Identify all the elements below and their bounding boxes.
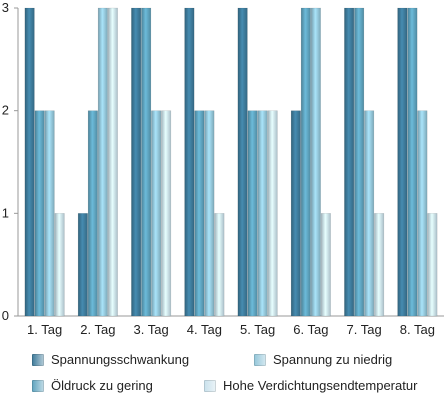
bar-series-4-cat-2 bbox=[107, 7, 118, 317]
chart-bars bbox=[24, 7, 438, 317]
legend-item-series-2: Öldruck zu gering bbox=[32, 378, 153, 393]
legend-label-series-2: Öldruck zu gering bbox=[51, 378, 153, 393]
bar-series-1-cat-2 bbox=[77, 213, 88, 317]
x-tick-label: 6. Tag bbox=[293, 322, 328, 337]
legend-label-series-1: Spannungsschwankung bbox=[51, 352, 190, 367]
bar-series-4-cat-6 bbox=[320, 213, 331, 317]
bar-series-4-cat-4 bbox=[214, 213, 225, 317]
bar-series-2-cat-8 bbox=[407, 7, 418, 317]
y-tick-label: 3 bbox=[2, 0, 9, 15]
chart-legend: Spannungsschwankung Spannung zu niedrig … bbox=[0, 342, 446, 400]
bar-series-1-cat-1 bbox=[24, 7, 35, 317]
x-tick-label: 3. Tag bbox=[134, 322, 169, 337]
x-tick-label: 7. Tag bbox=[347, 322, 382, 337]
legend-item-series-1: Spannungsschwankung bbox=[32, 352, 189, 367]
legend-swatch-series-1 bbox=[32, 353, 44, 366]
legend-label-series-4: Hohe Verdichtungsendtemperatur bbox=[223, 378, 418, 393]
bar-series-1-cat-6 bbox=[290, 110, 301, 317]
x-tick-label: 1. Tag bbox=[27, 322, 62, 337]
bar-series-1-cat-3 bbox=[131, 7, 142, 317]
bar-series-2-cat-5 bbox=[247, 110, 258, 317]
legend-item-series-3: Spannung zu niedrig bbox=[254, 352, 392, 367]
x-tick-label: 2. Tag bbox=[80, 322, 115, 337]
legend-swatch-series-2 bbox=[32, 379, 44, 392]
bar-series-2-cat-7 bbox=[354, 7, 365, 317]
bar-series-4-cat-3 bbox=[161, 110, 172, 317]
bar-series-1-cat-8 bbox=[397, 7, 408, 317]
legend-swatch-series-3 bbox=[254, 353, 266, 366]
bar-series-3-cat-7 bbox=[364, 110, 375, 317]
bar-series-3-cat-6 bbox=[310, 7, 321, 317]
y-tick-label: 1 bbox=[2, 205, 9, 220]
bar-series-1-cat-4 bbox=[184, 7, 195, 317]
x-tick-label: 4. Tag bbox=[187, 322, 222, 337]
bar-series-4-cat-8 bbox=[427, 213, 438, 317]
x-tick-label: 5. Tag bbox=[240, 322, 275, 337]
bar-chart: 0 1 2 3 1. Tag 2. Tag 3. Tag 4. Tag 5. Tag 6. Tag… bbox=[2, 0, 444, 337]
bar-series-3-cat-8 bbox=[417, 110, 428, 317]
bar-series-4-cat-1 bbox=[54, 213, 65, 317]
bar-series-3-cat-4 bbox=[204, 110, 215, 317]
bar-series-4-cat-5 bbox=[267, 110, 278, 317]
bar-series-2-cat-1 bbox=[34, 110, 45, 317]
bar-series-2-cat-2 bbox=[87, 110, 98, 317]
y-tick-label: 0 bbox=[2, 308, 9, 323]
legend-swatch-series-4 bbox=[204, 379, 216, 392]
bar-series-3-cat-2 bbox=[97, 7, 108, 317]
bar-series-2-cat-3 bbox=[141, 7, 152, 317]
bar-series-2-cat-4 bbox=[194, 110, 205, 317]
bar-series-3-cat-1 bbox=[44, 110, 55, 317]
x-tick-label: 8. Tag bbox=[400, 322, 435, 337]
bar-series-3-cat-5 bbox=[257, 110, 268, 317]
legend-label-series-3: Spannung zu niedrig bbox=[273, 352, 393, 367]
bar-series-2-cat-6 bbox=[300, 7, 311, 317]
y-tick-label: 2 bbox=[2, 103, 9, 118]
bar-series-3-cat-3 bbox=[151, 110, 162, 317]
bar-series-1-cat-5 bbox=[237, 7, 248, 317]
chart-labels: 0 1 2 3 1. Tag 2. Tag 3. Tag 4. Tag 5. Tag 6. Tag… bbox=[2, 0, 435, 337]
bar-series-4-cat-7 bbox=[374, 213, 385, 317]
bar-series-1-cat-7 bbox=[344, 7, 355, 317]
legend-item-series-4: Hohe Verdichtungsendtemperatur bbox=[204, 378, 417, 393]
